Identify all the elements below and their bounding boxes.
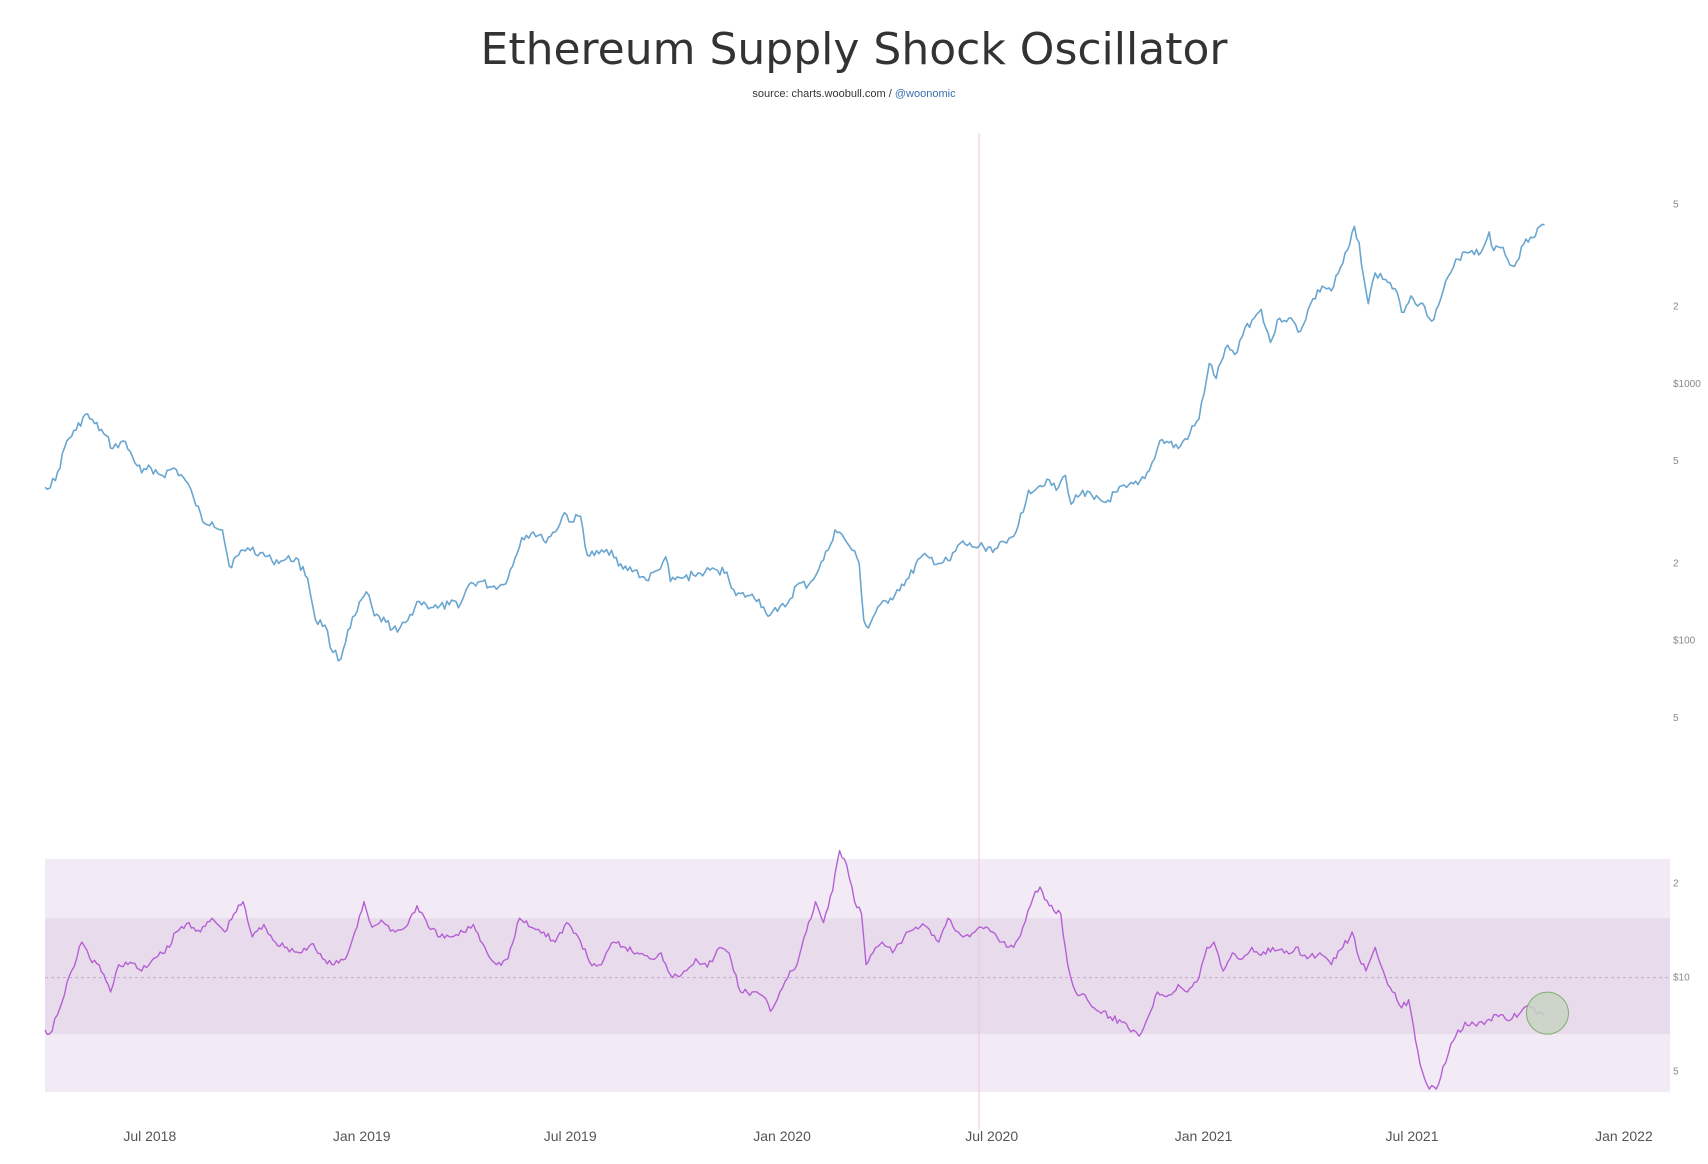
- x-tick-label: Jan 2022: [1595, 1128, 1653, 1144]
- x-tick-label: Jul 2019: [544, 1128, 597, 1144]
- x-tick-label: Jan 2021: [1175, 1128, 1233, 1144]
- x-tick-label: Jul 2021: [1386, 1128, 1439, 1144]
- price-series-line: [44, 223, 1545, 662]
- price-tick-label: 2: [1673, 301, 1679, 312]
- oscillator-tick-label: 5: [1673, 1067, 1679, 1078]
- x-tick-label: Jan 2020: [753, 1128, 811, 1144]
- x-tick-label: Jul 2020: [965, 1128, 1018, 1144]
- chart-title: Ethereum Supply Shock Oscillator: [480, 24, 1228, 75]
- source-text: source: charts.woobull.com /: [752, 88, 895, 100]
- current-value-marker[interactable]: [1525, 991, 1569, 1035]
- osc-inner-band: [45, 918, 1670, 1035]
- oscillator-series-line: [44, 849, 1545, 1090]
- source-handle-link[interactable]: @woonomic: [894, 88, 956, 100]
- price-tick-label: 5: [1673, 199, 1679, 210]
- price-tick-label: 5: [1673, 713, 1679, 724]
- x-tick-label: Jul 2018: [123, 1128, 176, 1144]
- price-tick-label: $100: [1673, 636, 1696, 647]
- oscillator-axis: 2 $10 5: [1673, 879, 1690, 1078]
- price-tick-label: 5: [1673, 456, 1679, 467]
- x-axis: Jul 2018 Jan 2019 Jul 2019 Jan 2020 Jul 2020…: [123, 1128, 1653, 1144]
- oscillator-tick-label: 2: [1673, 879, 1679, 890]
- price-tick-label: 2: [1673, 558, 1679, 569]
- oscillator-tick-label: $10: [1673, 973, 1690, 984]
- x-tick-label: Jan 2019: [333, 1128, 391, 1144]
- price-tick-label: $1000: [1673, 379, 1701, 390]
- chart-source: source: charts.woobull.com / @woonomic: [0, 88, 1708, 100]
- price-axis: 5 2 $1000 5 2 $100 5: [1673, 199, 1701, 724]
